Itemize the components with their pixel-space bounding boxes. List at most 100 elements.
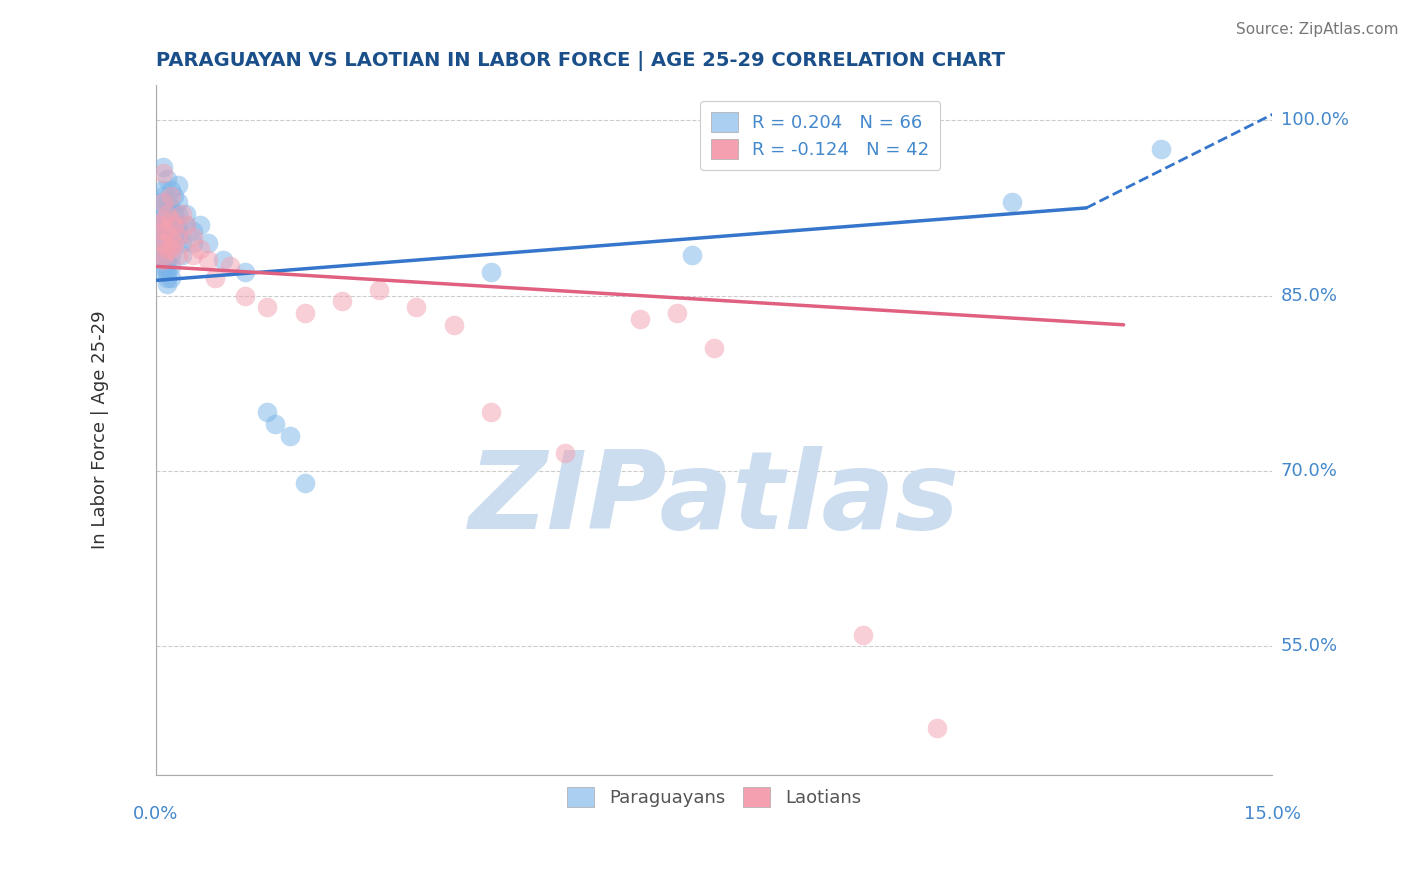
Text: 85.0%: 85.0% bbox=[1281, 286, 1339, 304]
Point bbox=[152, 230, 174, 244]
Point bbox=[152, 224, 174, 238]
Point bbox=[152, 247, 174, 261]
Point bbox=[163, 230, 186, 244]
Point bbox=[152, 253, 174, 268]
Point bbox=[152, 189, 174, 203]
Point bbox=[204, 271, 226, 285]
Point bbox=[163, 219, 186, 233]
Point bbox=[159, 183, 181, 197]
Point bbox=[927, 721, 949, 735]
Point bbox=[219, 260, 242, 274]
Point bbox=[197, 235, 219, 250]
Point bbox=[174, 219, 197, 233]
Point bbox=[170, 235, 193, 250]
Point bbox=[150, 230, 173, 244]
Point bbox=[152, 201, 174, 215]
Point bbox=[852, 627, 875, 641]
Point bbox=[405, 300, 427, 314]
Point bbox=[181, 230, 204, 244]
Legend: Paraguayans, Laotians: Paraguayans, Laotians bbox=[560, 780, 868, 814]
Point bbox=[156, 277, 179, 291]
Point bbox=[167, 247, 190, 261]
Text: PARAGUAYAN VS LAOTIAN IN LABOR FORCE | AGE 25-29 CORRELATION CHART: PARAGUAYAN VS LAOTIAN IN LABOR FORCE | A… bbox=[156, 51, 1005, 70]
Point bbox=[159, 212, 181, 227]
Point bbox=[156, 219, 179, 233]
Point bbox=[163, 235, 186, 250]
Point bbox=[152, 195, 174, 210]
Point bbox=[152, 212, 174, 227]
Point bbox=[152, 260, 174, 274]
Point bbox=[170, 207, 193, 221]
Point bbox=[368, 283, 391, 297]
Text: In Labor Force | Age 25-29: In Labor Force | Age 25-29 bbox=[91, 310, 110, 549]
Point bbox=[163, 207, 186, 221]
Point bbox=[167, 230, 190, 244]
Point bbox=[152, 207, 174, 221]
Text: Source: ZipAtlas.com: Source: ZipAtlas.com bbox=[1236, 22, 1399, 37]
Text: 55.0%: 55.0% bbox=[1281, 637, 1339, 656]
Point bbox=[152, 265, 174, 279]
Point bbox=[156, 253, 179, 268]
Point bbox=[330, 294, 353, 309]
Point bbox=[159, 247, 181, 261]
Point bbox=[278, 429, 301, 443]
Point bbox=[159, 224, 181, 238]
Text: 15.0%: 15.0% bbox=[1244, 805, 1301, 823]
Point bbox=[233, 288, 256, 302]
Point bbox=[152, 160, 174, 174]
Point bbox=[152, 212, 174, 227]
Point bbox=[152, 247, 174, 261]
Point bbox=[256, 300, 278, 314]
Point bbox=[156, 171, 179, 186]
Text: ZIPatlas: ZIPatlas bbox=[468, 446, 960, 552]
Point bbox=[181, 235, 204, 250]
Point bbox=[294, 475, 316, 490]
Point bbox=[159, 201, 181, 215]
Point bbox=[233, 265, 256, 279]
Point bbox=[197, 253, 219, 268]
Point bbox=[167, 219, 190, 233]
Point bbox=[159, 242, 181, 256]
Point bbox=[264, 417, 287, 432]
Point bbox=[156, 242, 179, 256]
Point bbox=[159, 230, 181, 244]
Point bbox=[479, 405, 502, 419]
Point bbox=[479, 265, 502, 279]
Point bbox=[152, 224, 174, 238]
Point bbox=[152, 219, 174, 233]
Point bbox=[152, 253, 174, 268]
Point bbox=[159, 271, 181, 285]
Point bbox=[152, 166, 174, 180]
Point bbox=[665, 306, 688, 320]
Point bbox=[170, 247, 193, 261]
Point bbox=[1150, 143, 1173, 157]
Text: 100.0%: 100.0% bbox=[1281, 112, 1348, 129]
Point bbox=[152, 183, 174, 197]
Point bbox=[150, 235, 173, 250]
Point bbox=[163, 189, 186, 203]
Point bbox=[163, 219, 186, 233]
Point bbox=[156, 224, 179, 238]
Point bbox=[174, 207, 197, 221]
Point bbox=[703, 341, 725, 355]
Point bbox=[156, 195, 179, 210]
Point bbox=[156, 207, 179, 221]
Point bbox=[628, 312, 651, 326]
Point bbox=[167, 195, 190, 210]
Point bbox=[159, 212, 181, 227]
Point bbox=[152, 235, 174, 250]
Point bbox=[181, 224, 204, 238]
Point bbox=[167, 207, 190, 221]
Point bbox=[167, 224, 190, 238]
Point bbox=[159, 189, 181, 203]
Point bbox=[159, 235, 181, 250]
Text: 70.0%: 70.0% bbox=[1281, 462, 1337, 480]
Point bbox=[1001, 195, 1024, 210]
Point bbox=[152, 242, 174, 256]
Point bbox=[156, 230, 179, 244]
Point bbox=[443, 318, 465, 332]
Point bbox=[148, 219, 170, 233]
Point bbox=[150, 247, 173, 261]
Point bbox=[148, 195, 170, 210]
Point bbox=[156, 207, 179, 221]
